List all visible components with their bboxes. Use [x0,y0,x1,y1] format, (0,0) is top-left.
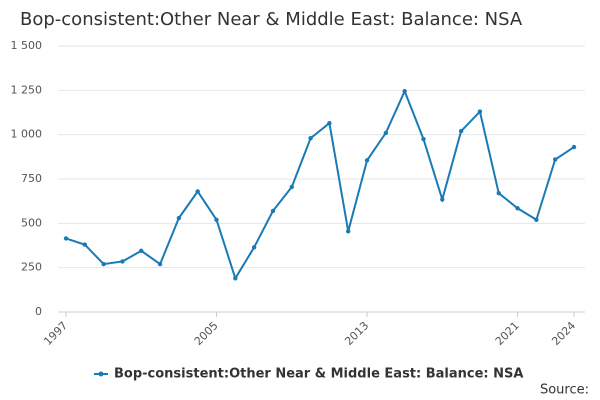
data-point [327,120,332,126]
data-point [214,217,219,222]
data-point [195,189,200,194]
data-point [440,197,445,202]
legend-label: Bop-consistent:Other Near & Middle East:… [114,367,523,382]
data-point [364,158,370,163]
data-point [233,276,238,281]
data-point [496,190,501,196]
y-tick-label: 1 250 [11,83,43,96]
legend-marker [98,371,104,377]
chart-title: Bop-consistent:Other Near & Middle East:… [20,9,523,30]
x-tick-label: 1997 [41,319,70,348]
data-point [515,206,520,211]
data-point [176,215,182,221]
data-point [139,248,144,254]
data-point [552,157,558,162]
x-tick-label: 2024 [549,319,578,348]
data-point [571,144,577,150]
data-point [477,109,483,114]
y-tick-label: 1 500 [11,39,43,52]
data-point [289,184,294,190]
x-tick-label: 2005 [192,319,221,348]
y-tick-label: 0 [35,305,42,318]
data-point [534,217,539,222]
x-tick-label: 2021 [493,319,522,348]
data-point [383,130,389,136]
data-point [120,259,125,264]
data-point [402,89,407,94]
data-point [346,229,351,234]
y-tick-label: 500 [21,216,42,229]
data-point [157,261,163,267]
data-point [458,128,464,134]
data-point [421,136,426,142]
y-tick-label: 1 000 [11,128,43,141]
y-tick-label: 750 [21,172,42,185]
series-line [65,88,575,281]
data-point [270,208,276,214]
data-point [308,136,313,141]
x-tick-label: 2013 [342,319,371,348]
y-tick-label: 250 [21,261,42,274]
data-point [82,242,88,247]
source: Source: [540,383,589,398]
data-point [63,236,69,241]
data-point [251,245,257,250]
data-point [101,261,106,267]
